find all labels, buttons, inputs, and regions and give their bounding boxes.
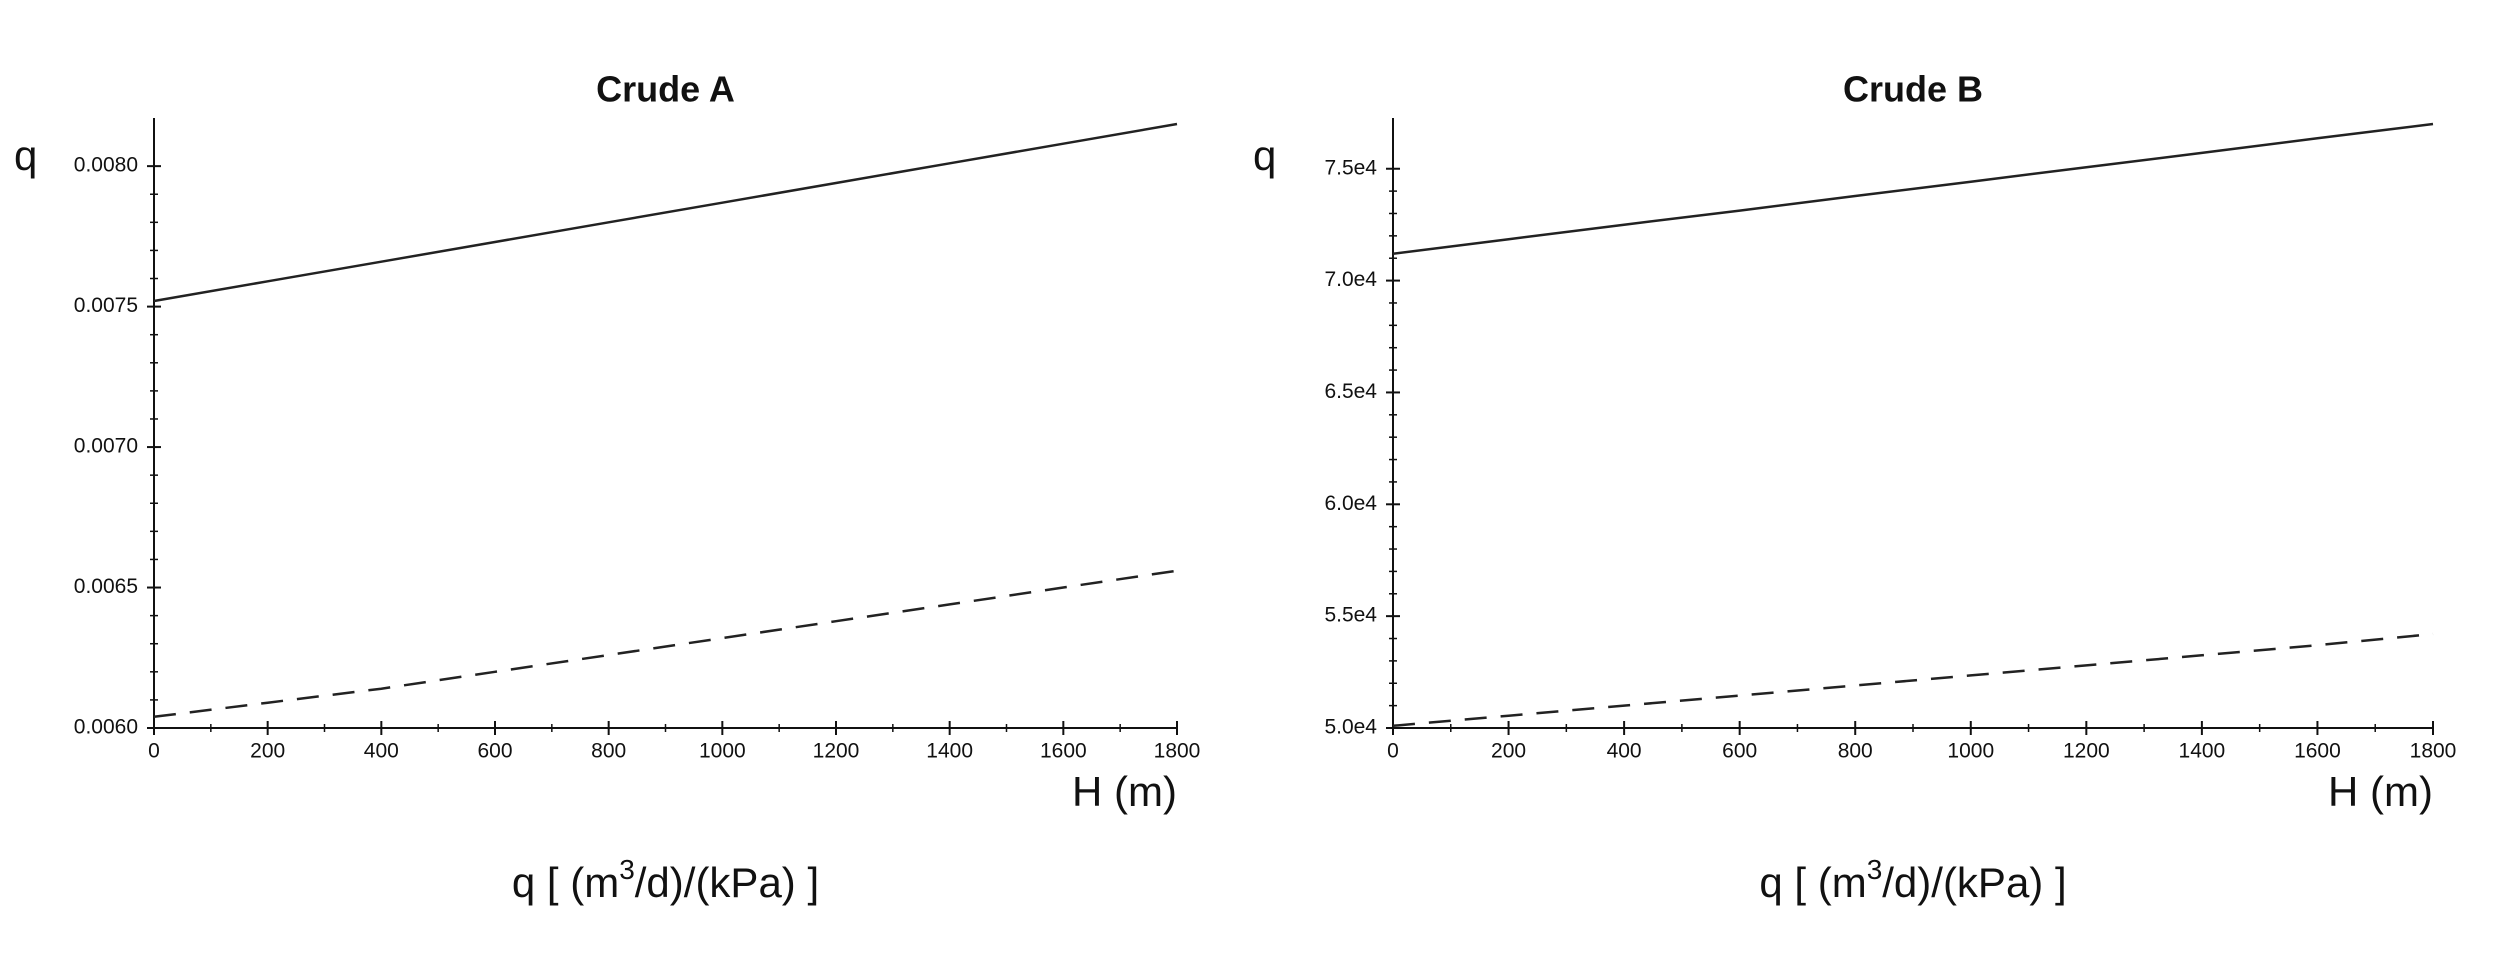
chart-title: Crude B xyxy=(1843,69,1983,110)
x-tick-label: 400 xyxy=(1607,740,1642,763)
x-tick-label: 1000 xyxy=(1947,740,1994,763)
x-tick-label: 800 xyxy=(591,740,626,763)
y-tick-label: 0.0060 xyxy=(74,716,138,739)
y-tick-label: 7.5e4 xyxy=(1324,156,1377,179)
x-tick-label: 1400 xyxy=(926,740,973,763)
x-tick-label: 1200 xyxy=(813,740,860,763)
chart: Crude B q H (m) q [ (m3/d)/(kPa) ] 5.0e4 5.5e… xyxy=(1253,69,2456,907)
y-tick-label: 5.0e4 xyxy=(1324,716,1377,739)
caption: q [ (m3/d)/(kPa) ] xyxy=(512,854,819,906)
y-tick-label: 7.0e4 xyxy=(1324,268,1377,291)
x-tick-label: 200 xyxy=(1491,740,1526,763)
y-tick-label: 6.0e4 xyxy=(1324,492,1377,515)
caption-sup: 3 xyxy=(619,854,635,885)
x-tick-label: 1800 xyxy=(2410,740,2457,763)
x-tick-label: 200 xyxy=(250,740,285,763)
x-tick-label: 800 xyxy=(1838,740,1873,763)
y-tick-label: 0.0065 xyxy=(74,575,138,598)
x-axis-label: H (m) xyxy=(1072,768,1177,815)
x-tick-label: 1800 xyxy=(1154,740,1201,763)
y-axis-label: q xyxy=(14,132,37,179)
y-tick-label: 0.0070 xyxy=(74,435,138,458)
x-axis-label: H (m) xyxy=(2328,768,2433,815)
x-tick-label: 1000 xyxy=(699,740,746,763)
x-tick-label: 600 xyxy=(1722,740,1757,763)
data-line xyxy=(1392,122,2434,255)
x-tick-label: 1400 xyxy=(2179,740,2226,763)
data-line xyxy=(153,569,1178,719)
x-tick-label: 1600 xyxy=(2294,740,2341,763)
x-tick-label: 400 xyxy=(364,740,399,763)
y-tick-label: 0.0075 xyxy=(74,294,138,317)
x-tick-label: 1600 xyxy=(1040,740,1087,763)
data-line xyxy=(153,122,1178,303)
x-tick-label: 0 xyxy=(148,740,160,763)
y-tick-label: 0.0080 xyxy=(74,154,138,177)
caption-text: q [ (m xyxy=(1759,859,1866,906)
y-axis-label: q xyxy=(1253,132,1276,179)
chart-title: Crude A xyxy=(596,69,735,110)
x-tick-label: 600 xyxy=(477,740,512,763)
y-tick-label: 6.5e4 xyxy=(1324,380,1377,403)
caption-sup: 3 xyxy=(1867,854,1883,885)
x-tick-label: 0 xyxy=(1387,740,1399,763)
y-tick-label: 5.5e4 xyxy=(1324,604,1377,627)
caption: q [ (m3/d)/(kPa) ] xyxy=(1759,854,2066,906)
caption-text: q [ (m xyxy=(512,859,619,906)
data-line xyxy=(1392,632,2434,728)
x-tick-label: 1200 xyxy=(2063,740,2110,763)
chart: Crude A q H (m) q [ (m3/d)/(kPa) ] 0.0060 0.0… xyxy=(14,69,1200,907)
caption-text: /d)/(kPa) ] xyxy=(635,859,819,906)
caption-text: /d)/(kPa) ] xyxy=(1882,859,2066,906)
